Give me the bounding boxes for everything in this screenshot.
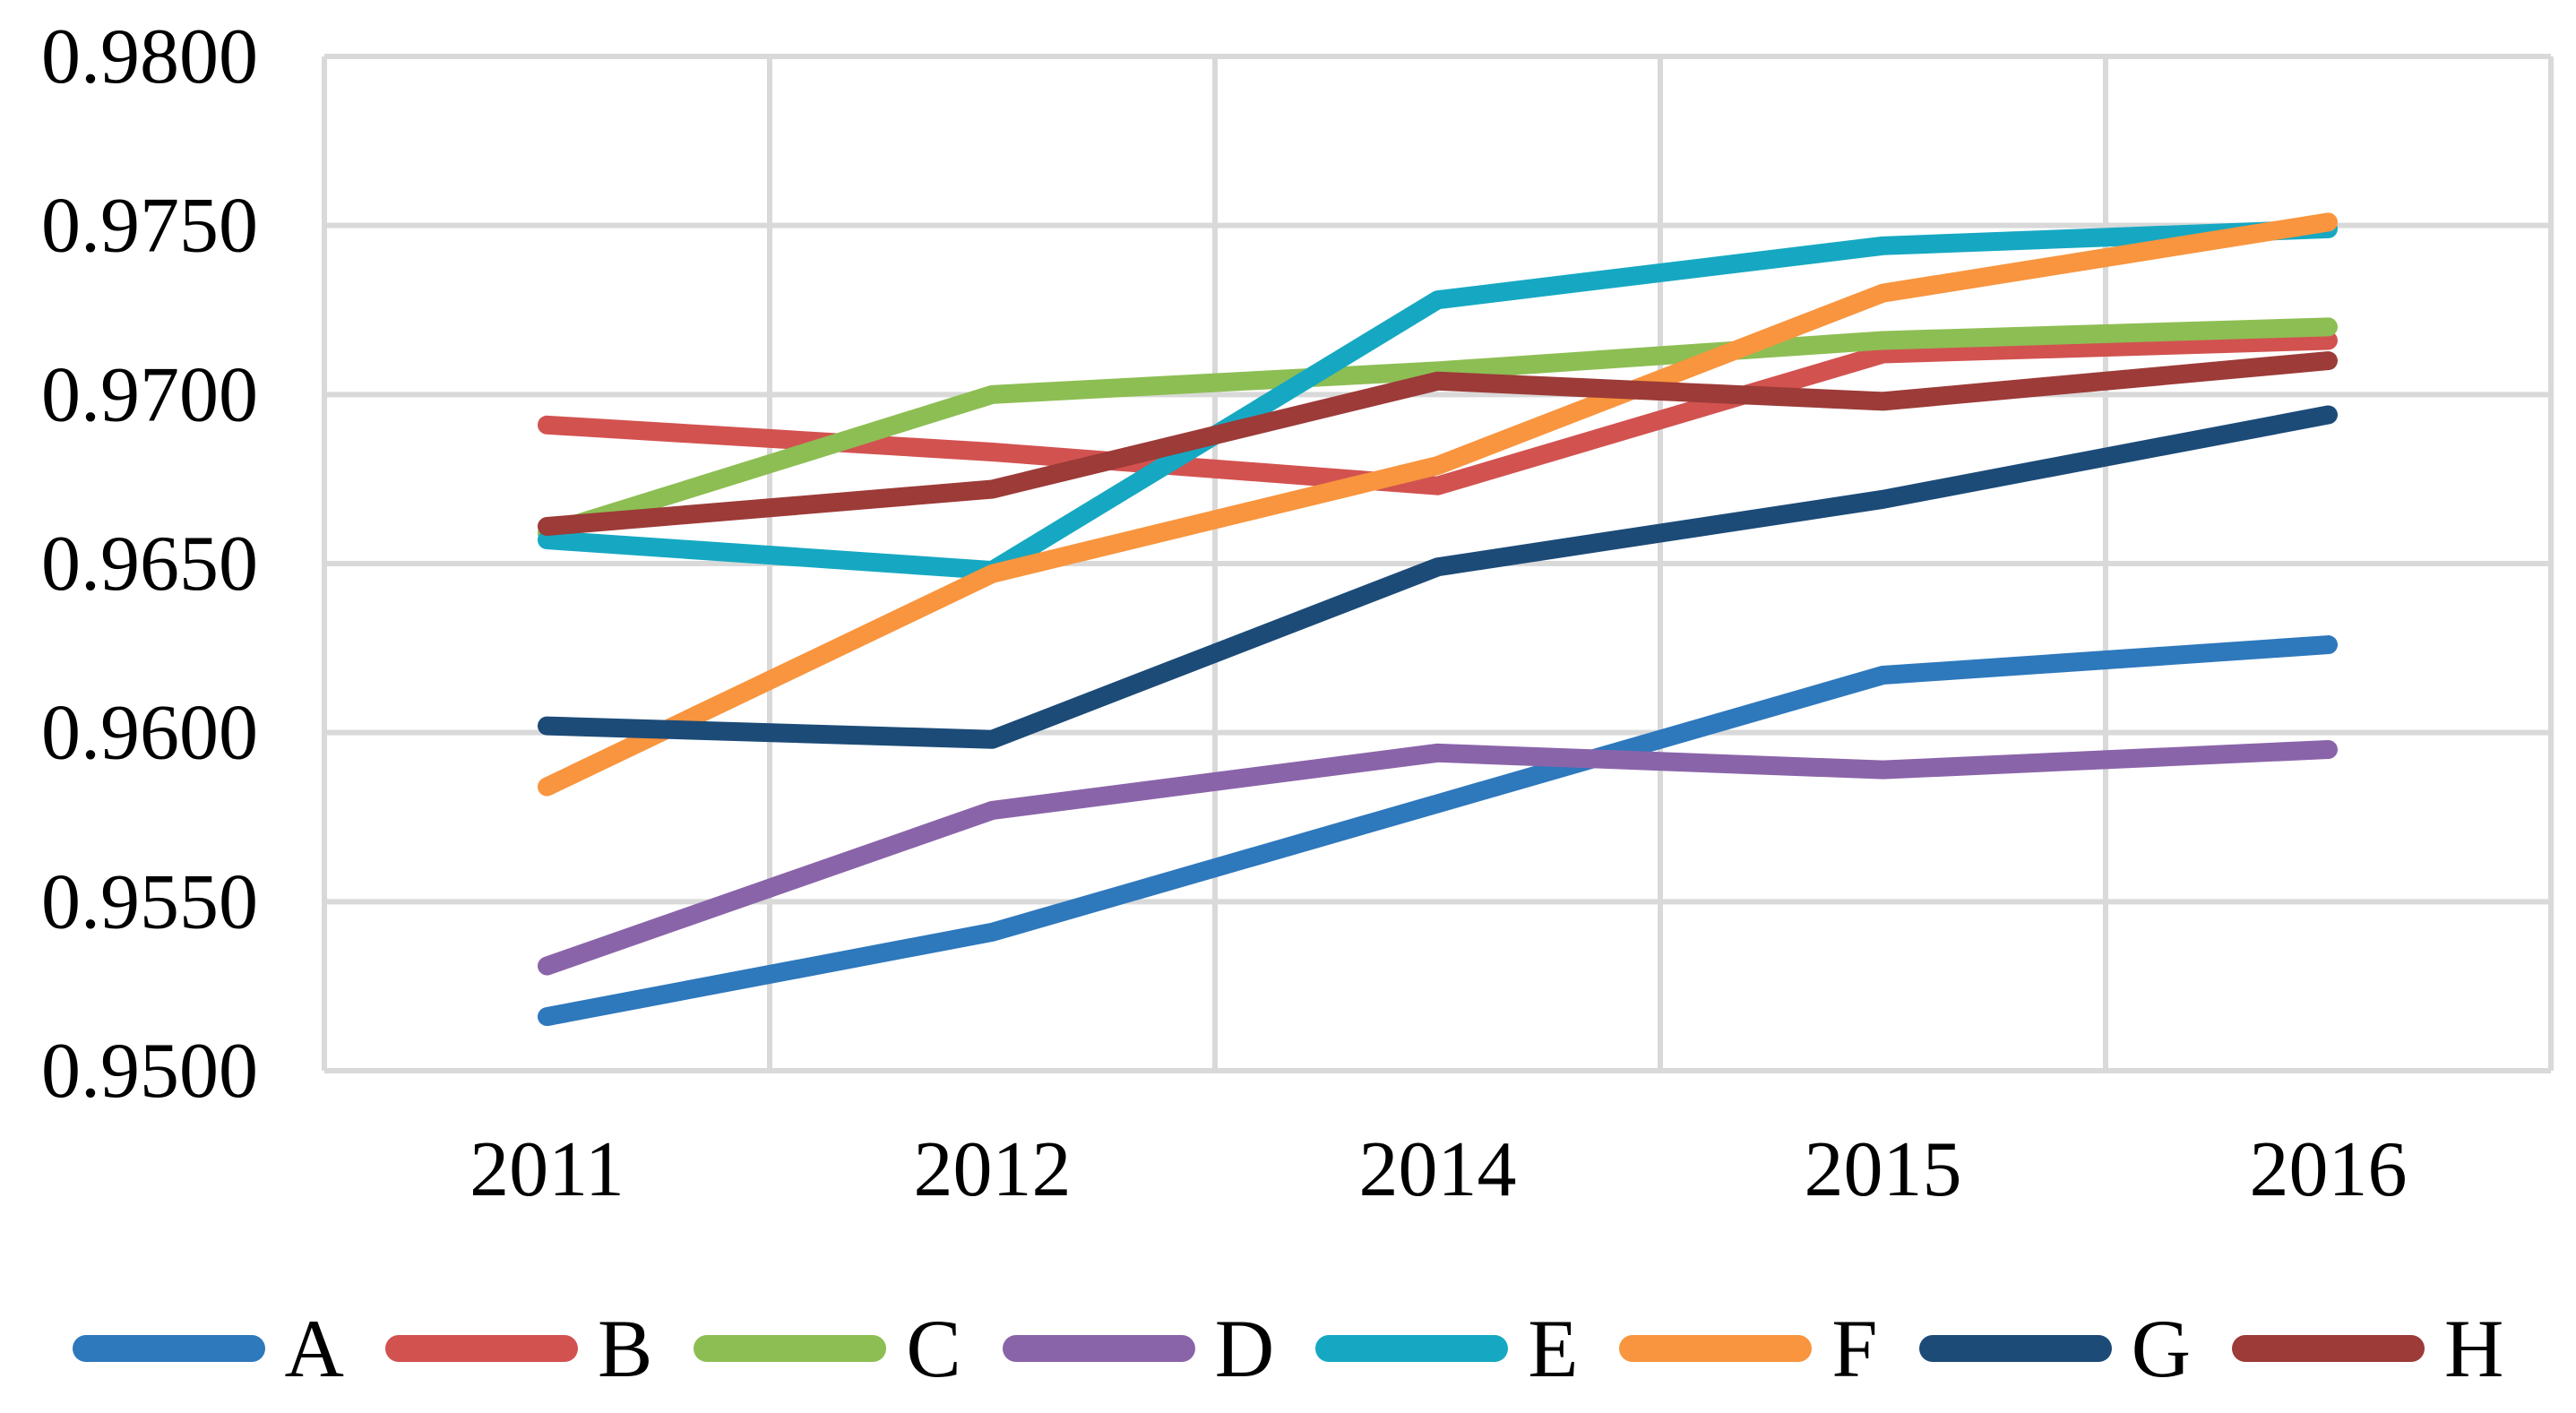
y-tick-label: 0.9600	[41, 690, 258, 777]
y-tick-label: 0.9750	[41, 183, 258, 270]
x-axis-tick-labels: 2011 2012 2014 2015 2016	[470, 1126, 2407, 1213]
legend-swatch-C	[694, 1335, 887, 1362]
legend-label-B: B	[597, 1303, 653, 1394]
legend-label-F: F	[1831, 1303, 1878, 1394]
legend-swatch-A	[72, 1335, 265, 1362]
x-tick-label: 2011	[470, 1126, 625, 1213]
x-tick-label: 2016	[2250, 1126, 2408, 1213]
legend-label-E: E	[1528, 1303, 1579, 1394]
series-line-A	[538, 635, 2338, 1027]
y-axis-tick-labels: 0.9800 0.9750 0.9700 0.9650 0.9600 0.9550 0.95…	[41, 13, 258, 1115]
x-tick-label: 2014	[1359, 1126, 1517, 1213]
legend-item-E: E	[1315, 1307, 1578, 1390]
legend-swatch-B	[384, 1335, 578, 1362]
y-tick-label: 0.9550	[41, 858, 258, 945]
legend-label-D: D	[1214, 1303, 1275, 1394]
y-tick-label: 0.9650	[41, 521, 258, 607]
y-tick-label: 0.9500	[41, 1028, 258, 1115]
series-line-E	[538, 219, 2338, 581]
legend-item-G: G	[1918, 1303, 2192, 1394]
legend-item-C: C	[694, 1307, 961, 1390]
x-tick-label: 2012	[914, 1126, 1072, 1213]
series-line-F	[538, 212, 2338, 797]
x-tick-label: 2015	[1805, 1126, 1962, 1213]
legend-label-H: H	[2444, 1303, 2504, 1394]
series-line-D	[538, 740, 2338, 976]
series-line-C	[538, 317, 2338, 543]
legend-swatch-D	[1002, 1335, 1195, 1362]
legend-item-B: B	[384, 1303, 653, 1394]
chart-plot-area: 0.9800 0.9750 0.9700 0.9650 0.9600 0.9550 0.95…	[41, 13, 2554, 1213]
legend-item-A: A	[72, 1303, 344, 1394]
y-tick-label: 0.9800	[41, 13, 258, 100]
legend-label-A: A	[284, 1303, 344, 1394]
series-line-H	[538, 351, 2338, 536]
legend-item-H: H	[2232, 1307, 2503, 1390]
legend-label-C: C	[906, 1303, 961, 1394]
legend-swatch-F	[1619, 1335, 1813, 1362]
legend-swatch-E	[1315, 1335, 1509, 1362]
series-lines	[538, 212, 2338, 1027]
legend-item-D: D	[1002, 1303, 1275, 1394]
series-line-G	[538, 405, 2338, 749]
legend-item-F: F	[1619, 1303, 1878, 1394]
y-tick-label: 0.9700	[41, 351, 258, 438]
legend-swatch-G	[1918, 1335, 2112, 1362]
legend-label-G: G	[2131, 1303, 2192, 1394]
legend-swatch-H	[2232, 1335, 2425, 1362]
